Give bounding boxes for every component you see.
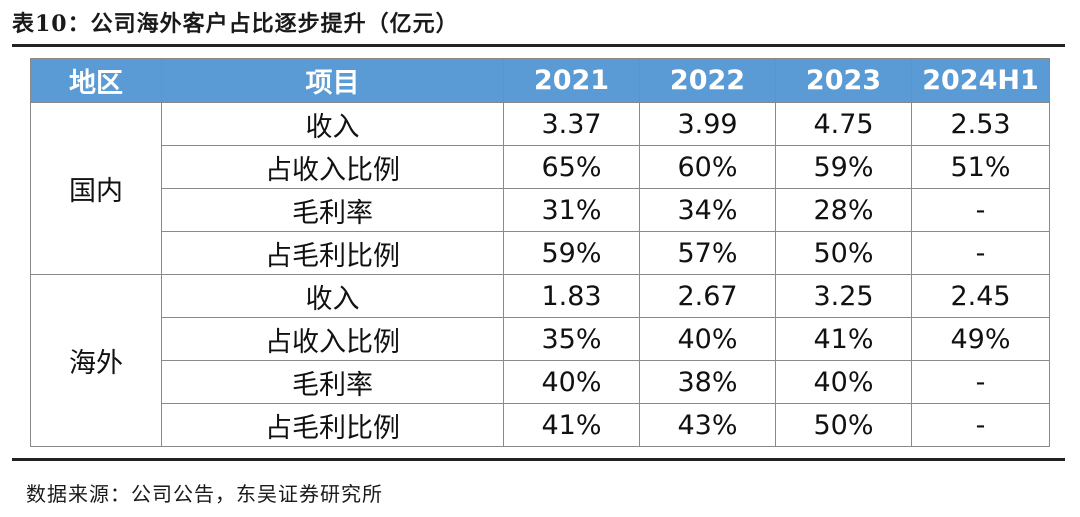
value-cell: - bbox=[911, 360, 1050, 404]
value-cell: 40% bbox=[775, 360, 912, 404]
header-2021: 2021 bbox=[503, 58, 640, 103]
header-row: 地区 项目 2021 2022 2023 2024H1 bbox=[30, 58, 1050, 103]
value-cell: 1.83 bbox=[503, 274, 640, 318]
item-cell: 占毛利比例 bbox=[161, 231, 504, 275]
value-cell: 2.45 bbox=[911, 274, 1050, 318]
item-cell: 收入 bbox=[161, 274, 504, 318]
value-cell: - bbox=[911, 231, 1050, 275]
table-row: 国内 收入 3.37 3.99 4.75 2.53 bbox=[30, 102, 1050, 275]
value-cell: 3.37 bbox=[503, 102, 640, 146]
value-cell: 34% bbox=[639, 188, 776, 232]
value-cell: 3.99 bbox=[639, 102, 776, 146]
value-cell: 60% bbox=[639, 145, 776, 189]
table-row: 占收入比例 35% 40% 41% 49% bbox=[31, 317, 1050, 361]
top-rule bbox=[12, 44, 1065, 47]
value-cell: 59% bbox=[775, 145, 912, 189]
bottom-rule bbox=[12, 458, 1065, 461]
header-region: 地区 bbox=[30, 58, 162, 103]
item-cell: 收入 bbox=[161, 102, 504, 146]
region-cell-domestic: 国内 bbox=[30, 102, 162, 275]
value-cell: 40% bbox=[503, 360, 640, 404]
header-2024h1: 2024H1 bbox=[911, 58, 1050, 103]
item-cell: 占收入比例 bbox=[161, 145, 504, 189]
value-cell: 43% bbox=[639, 403, 776, 447]
value-cell: 35% bbox=[503, 317, 640, 361]
value-cell: 51% bbox=[911, 145, 1050, 189]
header-item: 项目 bbox=[161, 58, 504, 103]
value-cell: 50% bbox=[775, 231, 912, 275]
item-cell: 占毛利比例 bbox=[161, 403, 504, 447]
value-cell: 59% bbox=[503, 231, 640, 275]
value-cell: 41% bbox=[503, 403, 640, 447]
source-note: 数据来源：公司公告，东吴证券研究所 bbox=[26, 482, 383, 506]
value-cell: 38% bbox=[639, 360, 776, 404]
value-cell: 65% bbox=[503, 145, 640, 189]
table-row: 占收入比例 65% 60% 59% 51% bbox=[31, 145, 1050, 189]
header-2022: 2022 bbox=[639, 58, 776, 103]
table-row: 占毛利比例 59% 57% 50% - bbox=[31, 231, 1050, 275]
value-cell: 2.53 bbox=[911, 102, 1050, 146]
value-cell: 4.75 bbox=[775, 102, 912, 146]
table-row: 占毛利比例 41% 43% 50% - bbox=[31, 403, 1050, 447]
table-title: 表10：公司海外客户占比逐步提升（亿元） bbox=[12, 11, 459, 37]
value-cell: 31% bbox=[503, 188, 640, 232]
item-cell: 毛利率 bbox=[161, 188, 504, 232]
value-cell: 41% bbox=[775, 317, 912, 361]
value-cell: 28% bbox=[775, 188, 912, 232]
value-cell: 3.25 bbox=[775, 274, 912, 318]
header-2023: 2023 bbox=[775, 58, 912, 103]
item-cell: 占收入比例 bbox=[161, 317, 504, 361]
value-cell: - bbox=[911, 188, 1050, 232]
value-cell: 40% bbox=[639, 317, 776, 361]
region-cell-overseas: 海外 bbox=[30, 274, 162, 447]
data-table: 地区 项目 2021 2022 2023 2024H1 国内 收入 3.37 3… bbox=[30, 58, 1050, 447]
value-cell: 49% bbox=[911, 317, 1050, 361]
table-row: 海外 收入 1.83 2.67 3.25 2.45 bbox=[30, 274, 1050, 447]
value-cell: 50% bbox=[775, 403, 912, 447]
table-row: 毛利率 40% 38% 40% - bbox=[31, 360, 1050, 404]
value-cell: - bbox=[911, 403, 1050, 447]
table-row: 毛利率 31% 34% 28% - bbox=[31, 188, 1050, 232]
item-cell: 毛利率 bbox=[161, 360, 504, 404]
value-cell: 57% bbox=[639, 231, 776, 275]
value-cell: 2.67 bbox=[639, 274, 776, 318]
